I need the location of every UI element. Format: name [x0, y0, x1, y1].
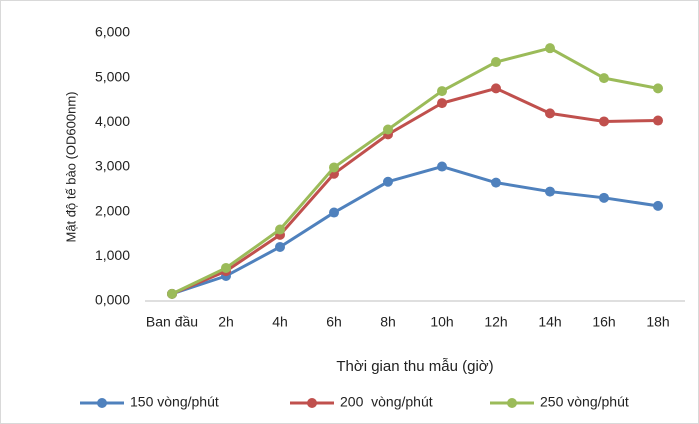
data-point [545, 108, 555, 119]
x-tick-label: 18h [646, 314, 669, 330]
data-point [437, 161, 447, 172]
data-point [383, 124, 393, 135]
x-tick-label: Ban đầu [146, 314, 198, 330]
data-point [653, 83, 663, 94]
y-tick-label: 0,000 [95, 292, 130, 308]
y-tick-label: 2,000 [95, 202, 130, 218]
data-point [383, 176, 393, 187]
y-tick-label: 3,000 [95, 158, 130, 174]
data-point [599, 73, 609, 84]
data-point [437, 86, 447, 97]
y-axis-label: Mật độ tế bào (OD600nm) [63, 91, 78, 242]
data-point [653, 115, 663, 126]
y-tick-label: 6,000 [95, 24, 130, 40]
data-point [545, 43, 555, 54]
x-tick-label: 4h [272, 314, 288, 330]
data-point [329, 207, 339, 218]
x-tick-label: 10h [430, 314, 453, 330]
series-line [171, 165, 659, 296]
legend-label: 150 vòng/phút [130, 394, 219, 410]
x-tick-label: 2h [218, 314, 234, 330]
y-tick-label: 1,000 [95, 247, 130, 263]
data-point [221, 262, 231, 273]
data-point [545, 186, 555, 197]
x-tick-label: 16h [592, 314, 615, 330]
x-tick-label: 6h [326, 314, 342, 330]
x-tick-label: 14h [538, 314, 561, 330]
data-point [653, 200, 663, 211]
legend-marker [507, 398, 517, 408]
x-tick-label: 12h [484, 314, 507, 330]
legend-label: 250 vòng/phút [540, 394, 629, 410]
legend-marker [97, 398, 107, 408]
x-tick-label: 8h [380, 314, 396, 330]
data-point [275, 241, 285, 252]
data-point [599, 116, 609, 127]
legend-label: 200 vòng/phút [340, 394, 433, 410]
data-point [491, 83, 501, 94]
data-point [491, 57, 501, 68]
series-line [171, 86, 659, 296]
data-point [275, 224, 285, 235]
data-point [491, 177, 501, 188]
data-point [437, 98, 447, 109]
series-line [171, 46, 659, 296]
y-tick-label: 5,000 [95, 68, 130, 84]
y-tick-label: 4,000 [95, 113, 130, 129]
legend-marker [307, 398, 317, 408]
data-point [329, 162, 339, 173]
x-axis-label: Thời gian thu mẫu (giờ) [336, 358, 493, 375]
data-point [599, 192, 609, 203]
data-point [167, 288, 177, 299]
